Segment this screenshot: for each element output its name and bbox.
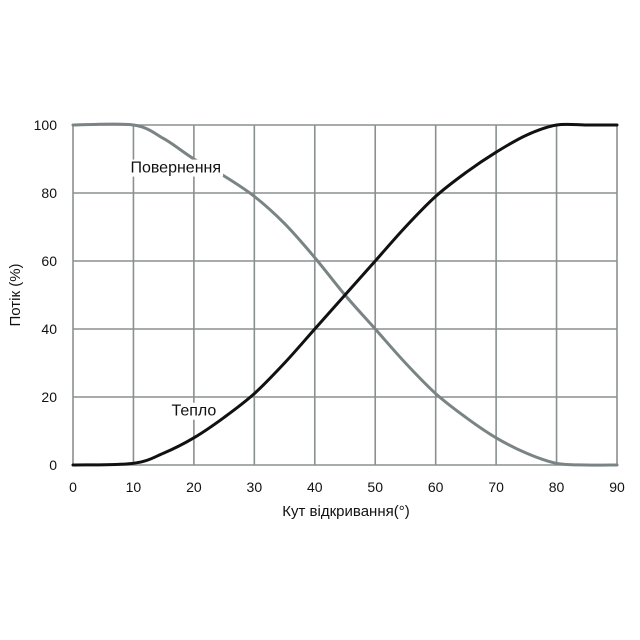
annotations: Повернення Тепло (128, 159, 224, 420)
x-tick-label: 30 (247, 479, 263, 495)
grid (72, 124, 618, 466)
annotation-background (169, 402, 219, 420)
x-tick-labels: 0 10 20 30 40 50 60 70 80 90 (69, 479, 625, 495)
y-axis-label: Потік (%) (7, 263, 24, 326)
x-tick-label: 70 (488, 479, 504, 495)
return-flow-line (71, 122, 619, 467)
y-tick-label: 80 (41, 185, 57, 201)
annotation-background (128, 159, 224, 177)
x-tick-label: 80 (549, 479, 565, 495)
y-tick-labels: 0 20 40 60 80 100 (34, 117, 58, 473)
x-tick-label: 90 (609, 479, 625, 495)
curve-annotation: Тепло (171, 403, 216, 420)
x-tick-label: 60 (428, 479, 444, 495)
x-tick-label: 0 (69, 479, 77, 495)
series-lines (71, 122, 619, 467)
x-tick-label: 10 (126, 479, 142, 495)
x-tick-label: 20 (186, 479, 202, 495)
y-tick-label: 100 (34, 117, 58, 133)
x-tick-label: 50 (367, 479, 383, 495)
x-tick-label: 40 (307, 479, 323, 495)
y-tick-label: 0 (49, 457, 57, 473)
y-tick-label: 40 (41, 321, 57, 337)
heat-flow-line (71, 122, 619, 467)
y-tick-label: 20 (41, 389, 57, 405)
x-axis-label: Кут відкривання(°) (282, 503, 409, 520)
curve-annotation: Повернення (130, 160, 221, 177)
y-tick-label: 60 (41, 253, 57, 269)
